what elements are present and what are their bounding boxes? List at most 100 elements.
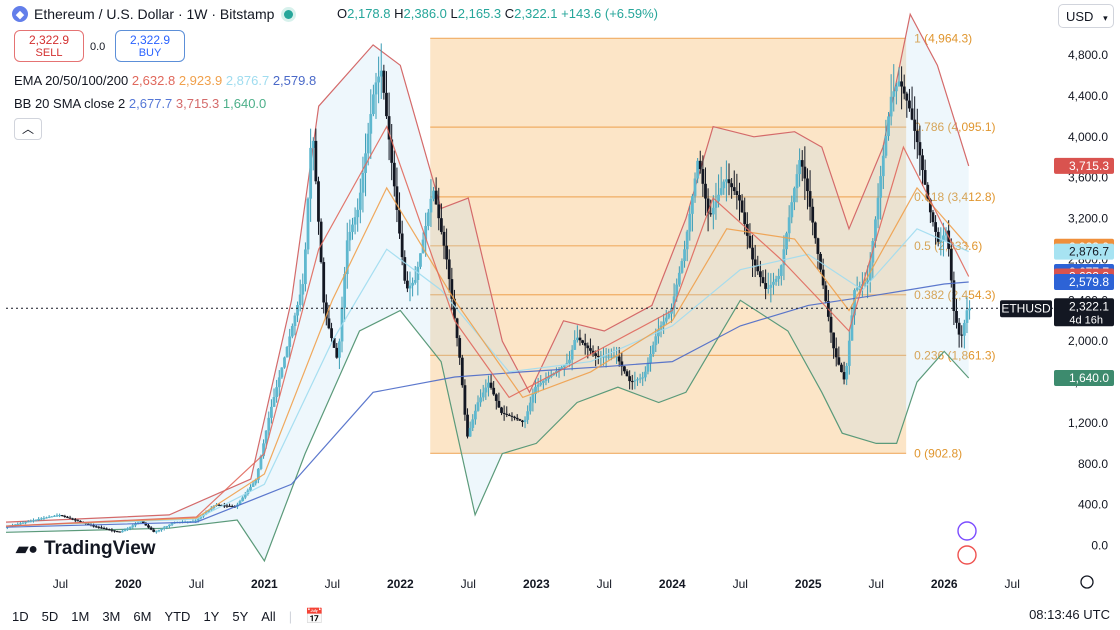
candle-body — [254, 479, 258, 484]
candle-body — [649, 353, 652, 363]
timeframe-1m[interactable]: 1M — [71, 608, 90, 624]
candle-body — [447, 259, 451, 280]
x-tick-label: 2022 — [387, 577, 414, 591]
timeframe-1d[interactable]: 1D — [12, 608, 29, 624]
candle-body — [256, 468, 260, 480]
candle-body — [361, 172, 365, 193]
candle-body — [92, 525, 95, 527]
candle-body — [241, 497, 245, 502]
candle-body — [123, 529, 127, 532]
candle-body — [481, 392, 485, 398]
candle-body — [680, 261, 684, 273]
candle-body — [541, 380, 545, 383]
candle-body — [47, 516, 51, 518]
candle-body — [134, 523, 137, 526]
market-open-icon — [284, 9, 294, 19]
candle-body — [408, 285, 412, 289]
candle-body — [939, 240, 943, 242]
candle-body — [651, 345, 655, 354]
chart-header: ◆ Ethereum / U.S. Dollar · 1W · Bitstamp — [12, 6, 297, 22]
ema200-line — [5, 281, 969, 528]
ema-lines — [5, 125, 970, 528]
price-tag-text-5: 2,579.8 — [1069, 275, 1109, 289]
fib-label-1: 0.786 (4,095.1) — [914, 120, 995, 134]
bollinger-bands — [5, 12, 970, 563]
candle-body — [719, 188, 723, 195]
candle-body — [965, 310, 969, 323]
timeframe-6m[interactable]: 6M — [133, 608, 152, 624]
ema-legend[interactable]: EMA 20/50/100/200 2,632.8 2,923.9 2,876.… — [14, 73, 316, 88]
utc-clock[interactable]: 08:13:46 UTC — [1029, 607, 1110, 622]
date-range-icon[interactable]: 📅 — [305, 608, 324, 625]
candle-body — [667, 313, 671, 318]
candle-body — [931, 212, 935, 223]
candle-body — [97, 526, 101, 528]
candle-body — [842, 372, 846, 380]
candle-body — [348, 231, 352, 241]
collapse-legend-button[interactable]: ︿ — [14, 118, 42, 140]
timeframe-5d[interactable]: 5D — [41, 608, 59, 624]
candle-body — [249, 486, 252, 491]
candle-body — [283, 357, 286, 368]
candle-body — [204, 512, 208, 515]
ohlc-readout: O2,178.8 H2,386.0 L2,165.3 C2,322.1 +143… — [337, 6, 658, 21]
candle-body — [251, 483, 255, 487]
candle-body — [832, 332, 836, 349]
candle-body — [319, 221, 323, 263]
currency-select[interactable]: USD ▾ — [1058, 4, 1114, 28]
candle-body — [102, 528, 106, 530]
settings-gear-icon[interactable] — [1080, 575, 1094, 589]
candle-body — [398, 209, 401, 234]
candle-body — [725, 179, 728, 182]
candle-body — [458, 338, 462, 358]
candle-body — [915, 130, 919, 143]
candle-body — [748, 235, 752, 248]
x-tick-label: 2025 — [795, 577, 822, 591]
flag-us-icon[interactable] — [957, 545, 977, 565]
candle-body — [515, 417, 519, 420]
candle-body — [787, 217, 791, 234]
timeframe-ytd[interactable]: YTD — [164, 608, 191, 624]
candle-body — [685, 231, 689, 250]
candle-body — [364, 153, 367, 173]
candle-body — [505, 413, 509, 415]
symbol-title[interactable]: Ethereum / U.S. Dollar · 1W · Bitstamp — [34, 6, 275, 22]
candle-body — [21, 522, 25, 524]
candle-body — [411, 282, 415, 286]
candle-body — [304, 249, 307, 285]
currency-value: USD — [1066, 9, 1094, 24]
candle-body — [439, 218, 443, 232]
candle-body — [675, 284, 679, 297]
candle-body — [230, 506, 234, 508]
candle-body — [460, 357, 464, 386]
bb-fill — [6, 14, 969, 561]
timeframe-all[interactable]: All — [261, 608, 276, 624]
candle-body — [589, 348, 592, 351]
price-tag-0 — [1054, 157, 1114, 174]
timeframe-3m[interactable]: 3M — [102, 608, 121, 624]
candle-body — [738, 195, 741, 201]
candle-body — [280, 367, 284, 378]
candle-body — [366, 133, 370, 154]
sell-price: 2,322.9 — [28, 33, 70, 47]
bb-legend[interactable]: BB 20 SMA close 2 2,677.7 3,715.3 1,640.… — [14, 96, 266, 111]
candle-body — [162, 527, 166, 529]
timeframe-1y[interactable]: 1Y — [203, 608, 220, 624]
buy-button[interactable]: 2,322.9 BUY — [115, 30, 185, 62]
candle-body — [547, 376, 550, 379]
open-value: 2,178.8 — [347, 6, 391, 21]
candle-body — [39, 518, 43, 520]
candle-body — [416, 266, 420, 281]
sell-button[interactable]: 2,322.9 SELL — [14, 30, 84, 62]
events-bolt-icon[interactable] — [957, 521, 977, 541]
candle-body — [126, 528, 129, 530]
candle-body — [152, 529, 156, 532]
candle-body — [168, 524, 171, 526]
candle-body — [18, 523, 22, 525]
timeframe-5y[interactable]: 5Y — [232, 608, 249, 624]
candle-body — [107, 529, 111, 531]
y-tick-label: 3,200.0 — [1068, 212, 1108, 226]
candle-body — [385, 92, 388, 117]
candle-body — [259, 456, 263, 469]
